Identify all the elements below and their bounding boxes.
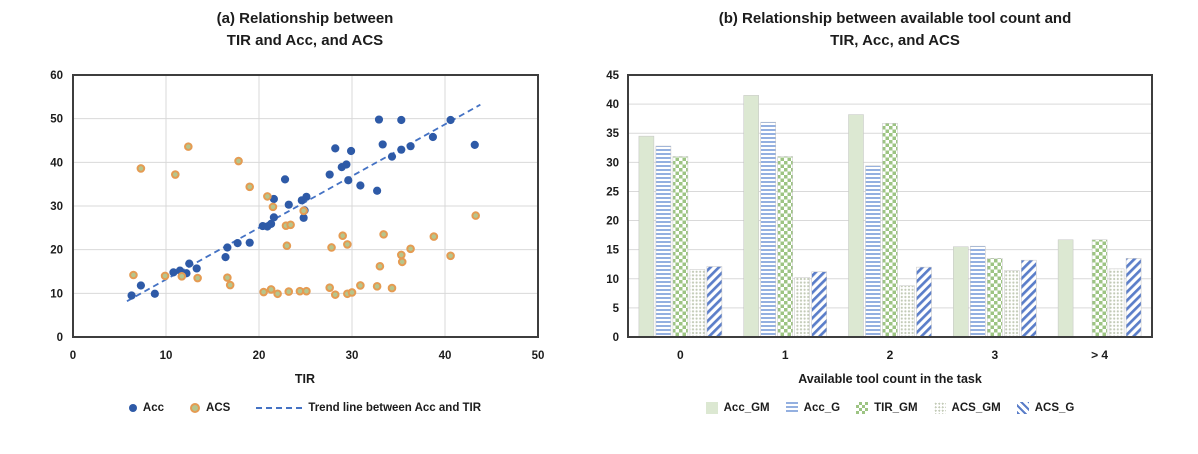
svg-text:20: 20 bbox=[606, 216, 619, 228]
svg-text:10: 10 bbox=[50, 288, 63, 300]
svg-text:20: 20 bbox=[253, 350, 266, 362]
svg-text:45: 45 bbox=[606, 70, 619, 82]
legend-label-acc-gm: Acc_GM bbox=[723, 402, 770, 414]
svg-text:50: 50 bbox=[50, 114, 63, 126]
legend-item-acs: ACS bbox=[190, 402, 230, 414]
acs-gm-swatch-icon bbox=[933, 402, 946, 414]
svg-text:5: 5 bbox=[613, 303, 620, 315]
legend-item-trend: Trend line between Acc and TIR bbox=[256, 402, 481, 414]
scatter-plot: 0 10 20 30 40 50 60 0 10 20 30 40 50 bbox=[50, 70, 545, 362]
tir-gm-swatch-icon bbox=[856, 402, 869, 414]
bar-chart-title: (b) Relationship between available tool … bbox=[600, 8, 1190, 52]
svg-text:0: 0 bbox=[613, 332, 619, 344]
acc-gm-swatch-icon bbox=[705, 402, 718, 414]
svg-text:50: 50 bbox=[532, 350, 545, 362]
scatter-x-axis-label: TIR bbox=[294, 372, 316, 386]
bar-plot: 0 1 2 3 > 4 0 5 10 15 20 25 30 35 40 45 bbox=[606, 70, 1153, 362]
legend-item-tir-gm: TIR_GM bbox=[856, 402, 918, 414]
svg-text:40: 40 bbox=[606, 99, 619, 111]
svg-text:1: 1 bbox=[782, 348, 789, 362]
scatter-title-line1: (a) Relationship between bbox=[216, 10, 394, 27]
svg-text:3: 3 bbox=[991, 348, 998, 362]
acs-marker-icon bbox=[190, 403, 201, 413]
svg-text:0: 0 bbox=[70, 350, 76, 362]
legend-label-acs: ACS bbox=[206, 402, 231, 414]
legend-label-acs-g: ACS_G bbox=[1034, 402, 1075, 414]
legend-item-acc: Acc bbox=[128, 402, 165, 414]
legend-item-acc-g: Acc_G bbox=[785, 402, 841, 414]
legend-item-acc-gm: Acc_GM bbox=[705, 402, 770, 414]
trend-line-icon bbox=[256, 407, 303, 409]
svg-text:25: 25 bbox=[606, 186, 619, 198]
svg-text:20: 20 bbox=[50, 245, 63, 257]
svg-text:0: 0 bbox=[677, 348, 684, 362]
legend-label-acc: Acc bbox=[142, 402, 165, 414]
bar-legend: Acc_GM Acc_G TIR_GM ACS_GM ACS_G bbox=[610, 402, 1170, 414]
bar-title-line1: (b) Relationship between available tool … bbox=[718, 10, 1072, 27]
legend-label-acc-g: Acc_G bbox=[803, 402, 841, 414]
svg-text:10: 10 bbox=[160, 350, 173, 362]
scatter-legend: Acc ACS Trend line between Acc and TIR bbox=[30, 402, 580, 414]
svg-text:0: 0 bbox=[57, 332, 63, 344]
scatter-title-line2: TIR and Acc, and ACS bbox=[226, 32, 384, 49]
legend-label-trend: Trend line between Acc and TIR bbox=[308, 402, 482, 414]
acs-g-swatch-icon bbox=[1016, 402, 1029, 414]
svg-text:30: 30 bbox=[50, 201, 63, 213]
scatter-chart-title: (a) Relationship between TIR and Acc, an… bbox=[55, 8, 555, 52]
svg-text:30: 30 bbox=[346, 350, 359, 362]
svg-text:10: 10 bbox=[606, 274, 619, 286]
legend-item-acs-gm: ACS_GM bbox=[933, 402, 1001, 414]
svg-text:30: 30 bbox=[606, 157, 619, 169]
legend-label-acs-gm: ACS_GM bbox=[951, 402, 1001, 414]
acc-marker-icon bbox=[128, 404, 137, 412]
svg-text:2: 2 bbox=[887, 348, 894, 362]
legend-label-tir-gm: TIR_GM bbox=[874, 402, 918, 414]
acc-g-swatch-icon bbox=[785, 402, 798, 414]
bar-x-axis-label: Available tool count in the task bbox=[798, 372, 982, 386]
svg-text:> 4: > 4 bbox=[1091, 348, 1108, 362]
svg-text:60: 60 bbox=[50, 70, 63, 82]
svg-text:35: 35 bbox=[606, 128, 619, 140]
bar-title-line2: TIR, Acc, and ACS bbox=[830, 32, 960, 49]
svg-text:40: 40 bbox=[439, 350, 452, 362]
legend-item-acs-g: ACS_G bbox=[1016, 402, 1075, 414]
svg-text:15: 15 bbox=[606, 245, 619, 257]
svg-text:40: 40 bbox=[50, 157, 63, 169]
